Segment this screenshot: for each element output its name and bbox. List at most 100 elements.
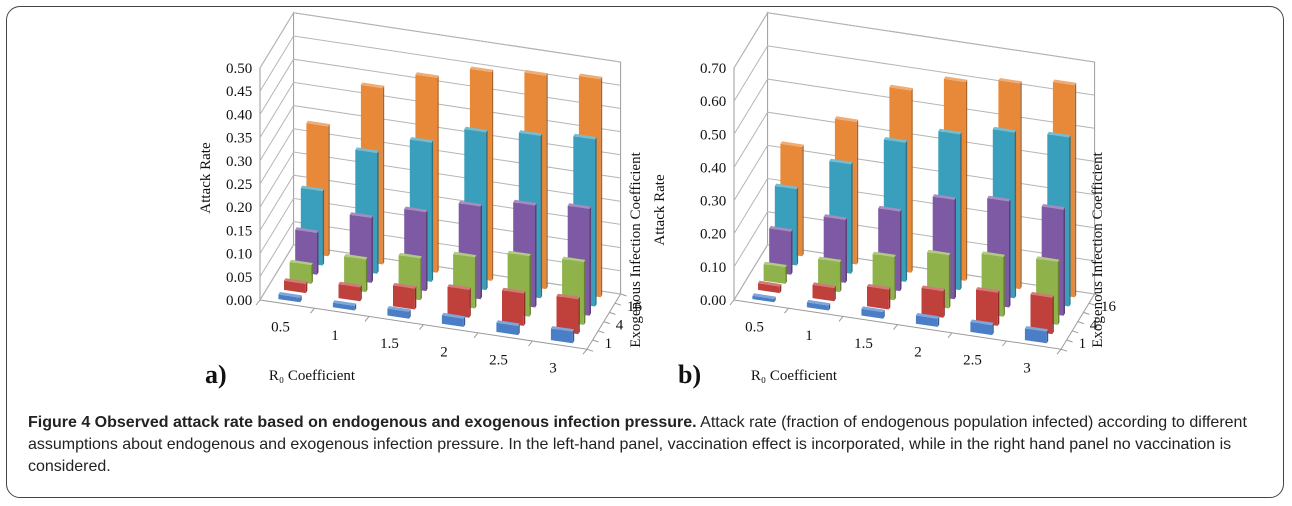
bar-front xyxy=(758,283,780,294)
bar-side xyxy=(518,323,520,336)
bar-side xyxy=(992,322,994,336)
bar xyxy=(915,313,940,327)
bar-top xyxy=(829,158,853,165)
bar-top xyxy=(921,285,945,292)
bar-side xyxy=(828,303,831,311)
bar-top xyxy=(469,66,494,73)
y-tick-label: 0.25 xyxy=(226,177,252,193)
depth-tick-label: 1 xyxy=(605,336,613,352)
depth-tick-label: 4 xyxy=(1090,318,1098,334)
bar xyxy=(441,312,466,327)
depth-tick xyxy=(1088,302,1096,306)
figure-caption: Figure 4 Observed attack rate based on e… xyxy=(28,412,1273,478)
gridline xyxy=(259,105,621,162)
bar xyxy=(278,292,302,303)
depth-tick-label: 4 xyxy=(616,318,624,334)
y-axis-label: Attack Rate xyxy=(652,174,668,246)
x-tick xyxy=(364,316,370,322)
x-tick xyxy=(582,348,588,355)
bar-top xyxy=(507,250,531,257)
bar-top xyxy=(927,249,951,256)
depth-tick xyxy=(603,321,610,325)
bar-top xyxy=(915,313,940,319)
bar-top xyxy=(409,137,434,143)
bar-side xyxy=(774,296,776,303)
bar-top xyxy=(861,306,885,313)
depth-tick xyxy=(620,293,627,297)
depth-tick xyxy=(592,339,599,343)
y-tick-label: 0.40 xyxy=(700,160,726,176)
bar-front xyxy=(921,287,944,318)
bar-top xyxy=(300,185,325,192)
x-tick xyxy=(310,307,315,314)
bar-top xyxy=(447,284,471,290)
bar-top xyxy=(355,147,379,154)
bar-front xyxy=(338,284,361,302)
bar-front xyxy=(447,286,470,318)
bar-top xyxy=(550,326,575,332)
bar-top xyxy=(513,199,537,206)
bar-top xyxy=(338,281,362,288)
bar-side xyxy=(328,124,330,257)
bar xyxy=(1024,326,1049,344)
y-tick-label: 0.30 xyxy=(700,194,726,210)
bar-front xyxy=(915,315,938,327)
bar-top xyxy=(806,299,831,306)
bar-top xyxy=(1036,256,1060,262)
bar-side xyxy=(1046,329,1049,344)
bar-top xyxy=(823,214,847,220)
depth-axis-label: Exogenous Infection Coefficient xyxy=(628,151,644,347)
bar-top xyxy=(812,282,836,289)
y-tick-label: 0.35 xyxy=(226,131,252,147)
x-tick-label: 2 xyxy=(914,344,922,360)
bar-side xyxy=(1069,135,1071,307)
y-tick-label: 0.50 xyxy=(700,127,726,143)
bar-side xyxy=(305,281,308,294)
y-tick-label: 0.00 xyxy=(700,293,726,309)
y-axis-label: Attack Rate xyxy=(198,142,214,214)
panel-label: b) xyxy=(678,360,701,389)
bar-side xyxy=(894,254,896,301)
bar xyxy=(921,285,945,318)
bar-side xyxy=(965,79,968,281)
bar-top xyxy=(278,292,302,298)
chart-panel-1: 0.00 0.05 0.10 0.15 0.20 0.25 0.30 0.35 0.40 0.45… xyxy=(198,11,644,389)
bar-side xyxy=(1009,199,1011,308)
bar-top xyxy=(780,141,804,147)
bar-side xyxy=(1003,254,1005,317)
bar-front xyxy=(806,302,829,311)
panel-label: a) xyxy=(205,360,227,389)
depth-tick-label: 1 xyxy=(1079,336,1087,352)
bar-side xyxy=(426,209,428,292)
bar-top xyxy=(763,261,787,268)
bar-front xyxy=(769,228,791,275)
bar-top xyxy=(878,205,902,212)
bar-top xyxy=(332,300,357,306)
bar-top xyxy=(453,251,477,258)
gridline xyxy=(259,128,621,185)
bar xyxy=(550,326,575,344)
bar xyxy=(556,293,580,335)
bar-front xyxy=(818,259,840,293)
bar-side xyxy=(365,257,368,293)
bar xyxy=(496,320,520,336)
bar-side xyxy=(834,285,836,302)
caption-text: Attack rate (fraction of endogenous popu… xyxy=(28,414,1247,475)
bar-side xyxy=(311,263,313,284)
bar xyxy=(502,287,526,326)
bar-front xyxy=(441,315,464,327)
bar-side xyxy=(600,76,603,298)
bar-top xyxy=(458,200,482,207)
bar-side xyxy=(529,254,531,317)
gridline xyxy=(733,12,1095,69)
bar-front xyxy=(812,284,835,302)
bar xyxy=(332,300,357,311)
bar xyxy=(861,306,885,319)
bar-top xyxy=(992,126,1017,133)
gridline xyxy=(733,144,1095,201)
bar-side xyxy=(535,203,537,308)
x-tick xyxy=(838,316,844,322)
bar-top xyxy=(415,72,439,78)
bar-front xyxy=(284,280,306,294)
bar-side xyxy=(595,137,597,307)
